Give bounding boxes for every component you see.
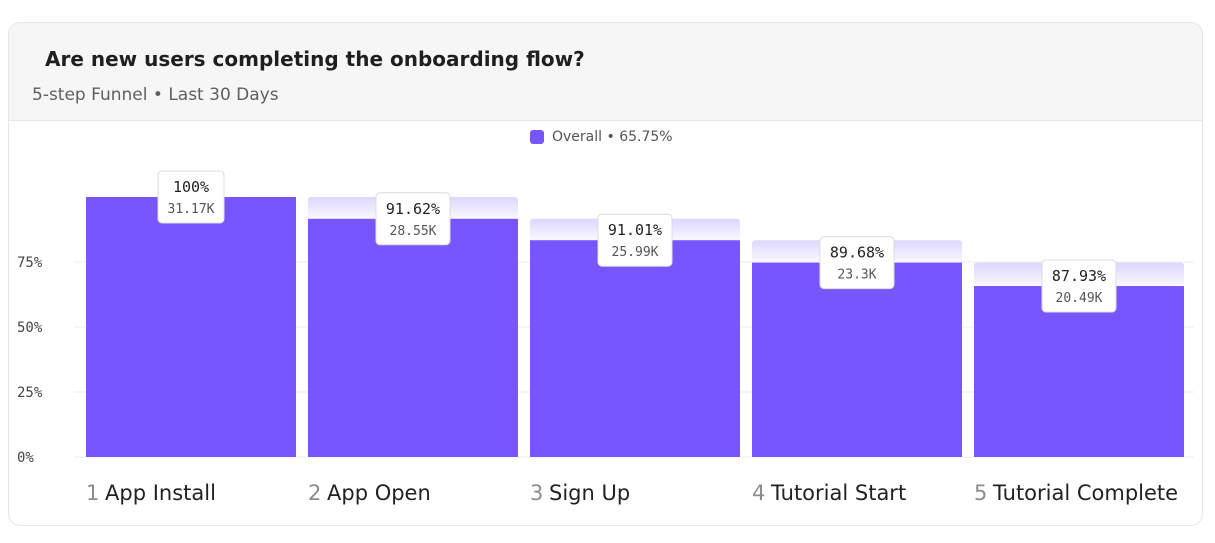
conversion-label: 87.93%	[1052, 267, 1106, 285]
x-category-label[interactable]: App Install	[105, 481, 216, 505]
funnel-bar[interactable]	[86, 197, 296, 457]
legend-swatch	[530, 130, 544, 144]
funnel-chart: 0% 25% 50% 75% 100% 31.17K 1 App Install 91.62% 2…	[17, 170, 1194, 505]
step-number: 3	[530, 481, 543, 505]
step-number: 5	[974, 481, 987, 505]
funnel-bar[interactable]	[530, 240, 740, 457]
x-category-label[interactable]: Sign Up	[549, 481, 630, 505]
funnel-bar[interactable]	[308, 218, 518, 457]
step-number: 4	[752, 481, 765, 505]
data-label-box	[819, 236, 895, 290]
card-header: Are new users completing the onboarding …	[9, 23, 1202, 121]
chart-subtitle: 5-step Funnel • Last 30 Days	[32, 85, 279, 105]
conversion-label: 91.62%	[386, 200, 440, 218]
x-category-label[interactable]: App Open	[327, 481, 431, 505]
step-number: 1	[86, 481, 99, 505]
funnel-bar[interactable]	[752, 262, 962, 457]
conversion-label: 89.68%	[830, 244, 884, 262]
chart-title: Are new users completing the onboarding …	[45, 47, 585, 71]
count-label: 28.55K	[390, 224, 437, 239]
count-label: 20.49K	[1056, 291, 1103, 306]
x-category-label[interactable]: Tutorial Complete	[992, 481, 1178, 505]
count-label: 31.17K	[168, 202, 215, 217]
data-label-box	[375, 192, 451, 246]
x-category-label[interactable]: Tutorial Start	[770, 481, 906, 505]
y-tick-label: 0%	[17, 450, 34, 466]
y-tick-label: 50%	[17, 320, 43, 336]
conversion-label: 100%	[173, 178, 209, 196]
legend[interactable]: Overall • 65.75%	[530, 129, 673, 145]
data-label-box	[1041, 259, 1117, 313]
step-number: 2	[308, 481, 321, 505]
data-label-box	[597, 213, 673, 267]
y-tick-label: 25%	[17, 385, 43, 401]
data-label-box	[157, 170, 225, 224]
funnel-card: Are new users completing the onboarding …	[8, 22, 1203, 526]
conversion-label: 91.01%	[608, 221, 662, 239]
legend-label: Overall • 65.75%	[552, 129, 673, 145]
count-label: 23.3K	[837, 268, 876, 283]
y-tick-label: 75%	[17, 255, 43, 271]
funnel-bar[interactable]	[974, 286, 1184, 457]
count-label: 25.99K	[612, 245, 659, 260]
